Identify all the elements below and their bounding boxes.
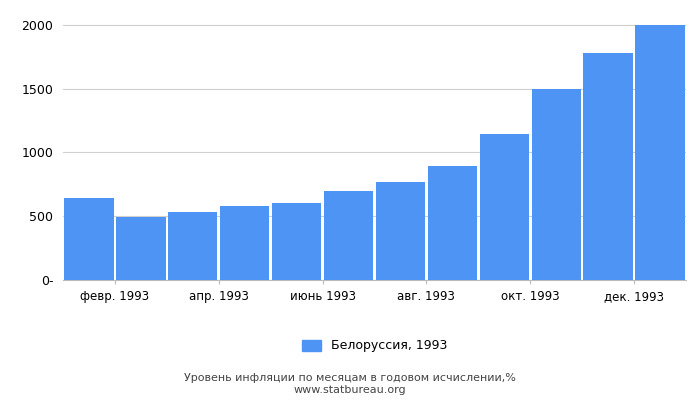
Bar [636, 25, 685, 280]
Bar [376, 182, 425, 280]
Bar [531, 88, 581, 280]
Bar [116, 218, 165, 280]
Bar [168, 212, 218, 280]
Text: Уровень инфляции по месяцам в годовом исчислении,%: Уровень инфляции по месяцам в годовом ис… [184, 373, 516, 383]
Text: www.statbureau.org: www.statbureau.org [294, 385, 406, 395]
Bar [64, 198, 113, 280]
Bar [480, 134, 529, 280]
Bar [272, 203, 321, 280]
Bar [428, 166, 477, 280]
Bar [220, 206, 270, 280]
Bar [584, 53, 633, 280]
Legend: Белоруссия, 1993: Белоруссия, 1993 [297, 334, 452, 358]
Bar [324, 191, 373, 280]
